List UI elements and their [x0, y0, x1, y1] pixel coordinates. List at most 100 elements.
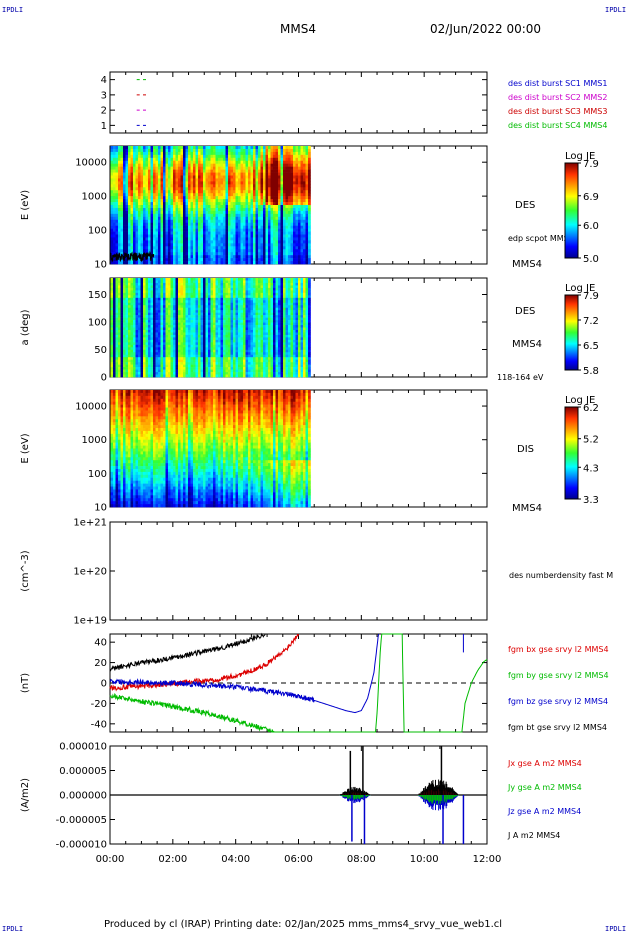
spectro-cell [163, 184, 166, 188]
spectro-cell [120, 166, 124, 170]
spectro-cell [260, 205, 264, 209]
spectro-cell [110, 329, 114, 333]
spectro-cell [198, 234, 201, 238]
spectro-cell [153, 222, 156, 226]
spectro-cell [253, 199, 256, 203]
spectro-cell [125, 295, 129, 299]
spectro-cell [173, 367, 176, 370]
spectro-cell [208, 148, 211, 153]
spectro-cell [118, 234, 121, 238]
spectro-cell [235, 199, 239, 203]
spectro-cell [280, 163, 284, 167]
spectro-cell [163, 148, 166, 153]
spectro-cell [228, 187, 231, 191]
spectro-cell [123, 342, 126, 346]
spectro-cell [255, 234, 259, 238]
spectro-cell [240, 222, 244, 226]
spectro-cell [123, 295, 126, 299]
spectro-cell [180, 246, 184, 250]
spectro-cell [185, 280, 189, 284]
spectro-cell [143, 300, 146, 304]
spectro-cell [200, 205, 204, 209]
spectro-cell [268, 196, 271, 200]
spectro-cell [170, 362, 174, 365]
spectro-cell [178, 243, 181, 247]
spectro-cell [305, 157, 309, 162]
spectro-cell [183, 362, 186, 365]
spectro-cell [275, 216, 279, 221]
spectro-cell [130, 240, 134, 244]
spectro-cell [155, 374, 159, 378]
spectro-cell [263, 210, 266, 215]
spectro-cell [155, 184, 159, 188]
spectro-cell [128, 327, 131, 331]
spectro-cell [265, 169, 269, 173]
spectro-cell [130, 310, 134, 313]
spectro-cell [188, 148, 191, 153]
spectro-cell [233, 228, 236, 232]
spectro-cell [183, 312, 186, 316]
spectro-cell [208, 184, 211, 188]
spectro-cell [298, 187, 301, 191]
spectro-cell [298, 160, 301, 164]
spectro-cell [168, 362, 171, 365]
spectro-cell [238, 190, 241, 194]
spectro-cell [160, 310, 164, 313]
spectro-cell [158, 320, 161, 323]
spectro-cell [203, 202, 206, 206]
spectro-cell [275, 228, 279, 232]
spectro-cell [250, 252, 254, 256]
spectro-cell [265, 148, 269, 153]
spectro-cell [265, 249, 269, 253]
spectro-cell [173, 280, 176, 284]
spectro-cell [260, 231, 264, 235]
spectro-cell [140, 292, 144, 296]
spectro-cell [145, 280, 149, 284]
spectro-cell [243, 160, 246, 164]
spectro-cell [250, 258, 254, 262]
spectro-cell [138, 234, 141, 238]
spectro-cell [185, 312, 189, 316]
spectro-cell [135, 199, 139, 203]
spectro-cell [215, 160, 219, 164]
spectro-cell [195, 181, 199, 185]
spectro-cell [260, 237, 264, 241]
spectro-cell [243, 172, 246, 176]
spectro-cell [235, 148, 239, 153]
spectro-cell [228, 258, 231, 262]
spectro-cell [255, 261, 259, 265]
spectro-cell [208, 216, 211, 221]
spectro-cell [133, 231, 136, 235]
spectro-cell [145, 225, 149, 229]
spectro-cell [295, 169, 299, 173]
spectro-cell [110, 287, 114, 291]
spectro-cell [188, 359, 191, 363]
spectro-cell [263, 219, 266, 223]
spectro-cell [130, 295, 134, 299]
spectro-cell [133, 302, 136, 306]
spectro-cell [305, 148, 309, 153]
spectro-cell [148, 278, 151, 281]
spectro-cell [233, 205, 236, 209]
panel-6-ylabel: (nT) [20, 673, 31, 693]
spectro-cell [113, 193, 116, 197]
spectro-cell [255, 205, 259, 209]
spectro-cell [203, 157, 206, 162]
spectro-cell [155, 352, 159, 356]
spectro-cell [180, 258, 184, 262]
spectro-cell [173, 290, 176, 294]
spectro-cell [113, 347, 116, 351]
spectro-cell [195, 178, 199, 182]
y-tick-label: -20 [91, 699, 107, 710]
spectro-cell [143, 317, 146, 321]
spectro-cell [148, 222, 151, 226]
spectro-cell [298, 202, 301, 206]
spectro-cell [250, 163, 254, 167]
spectro-cell [123, 157, 126, 162]
spectro-cell [253, 222, 256, 226]
spectro-cell [155, 202, 159, 206]
spectro-cell [168, 285, 171, 289]
spectro-cell [290, 222, 294, 226]
spectro-cell [250, 196, 254, 200]
spectro-cell [238, 228, 241, 232]
